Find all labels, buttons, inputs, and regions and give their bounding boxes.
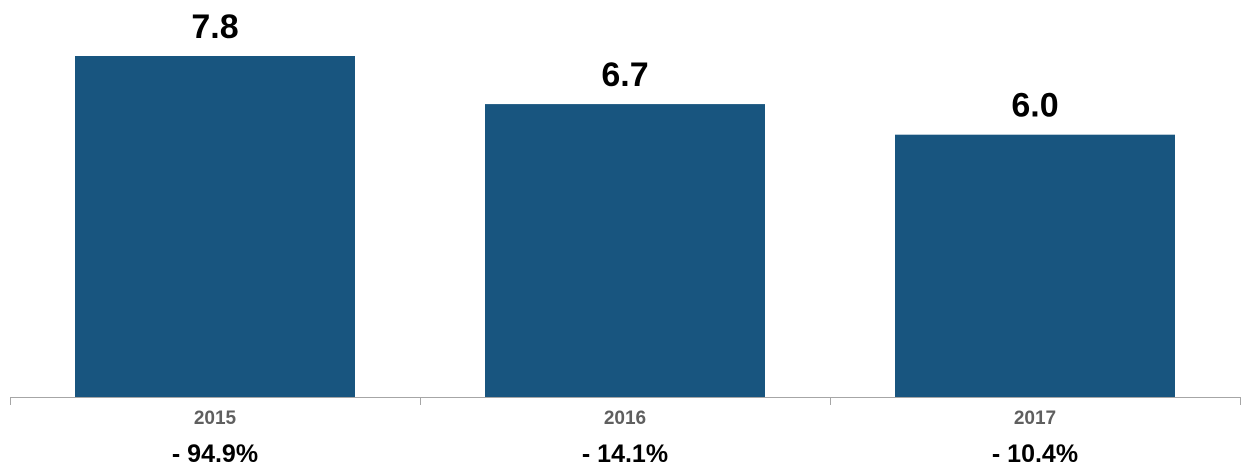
bar-2015: [75, 56, 355, 397]
x-axis: [10, 397, 1241, 405]
value-label-2015: 7.8: [191, 8, 238, 46]
value-label-2016: 6.7: [601, 56, 648, 94]
bar-2017: [895, 134, 1175, 397]
change-label-2016: - 14.1%: [582, 440, 668, 468]
x-tick-label-2016: 2016: [604, 408, 646, 429]
change-label-2015: - 94.9%: [172, 440, 258, 468]
labels-layer: 7.8 2015 - 94.9% 6.7 2016 - 14.1% 6.0 2017 - 10.…: [172, 8, 1078, 468]
change-label-2017: - 10.4%: [992, 440, 1078, 468]
bar-2016: [485, 104, 765, 397]
value-label-2017: 6.0: [1011, 87, 1058, 125]
bars-layer: [75, 56, 1175, 397]
x-tick-label-2017: 2017: [1014, 408, 1056, 429]
x-tick-label-2015: 2015: [194, 408, 237, 429]
